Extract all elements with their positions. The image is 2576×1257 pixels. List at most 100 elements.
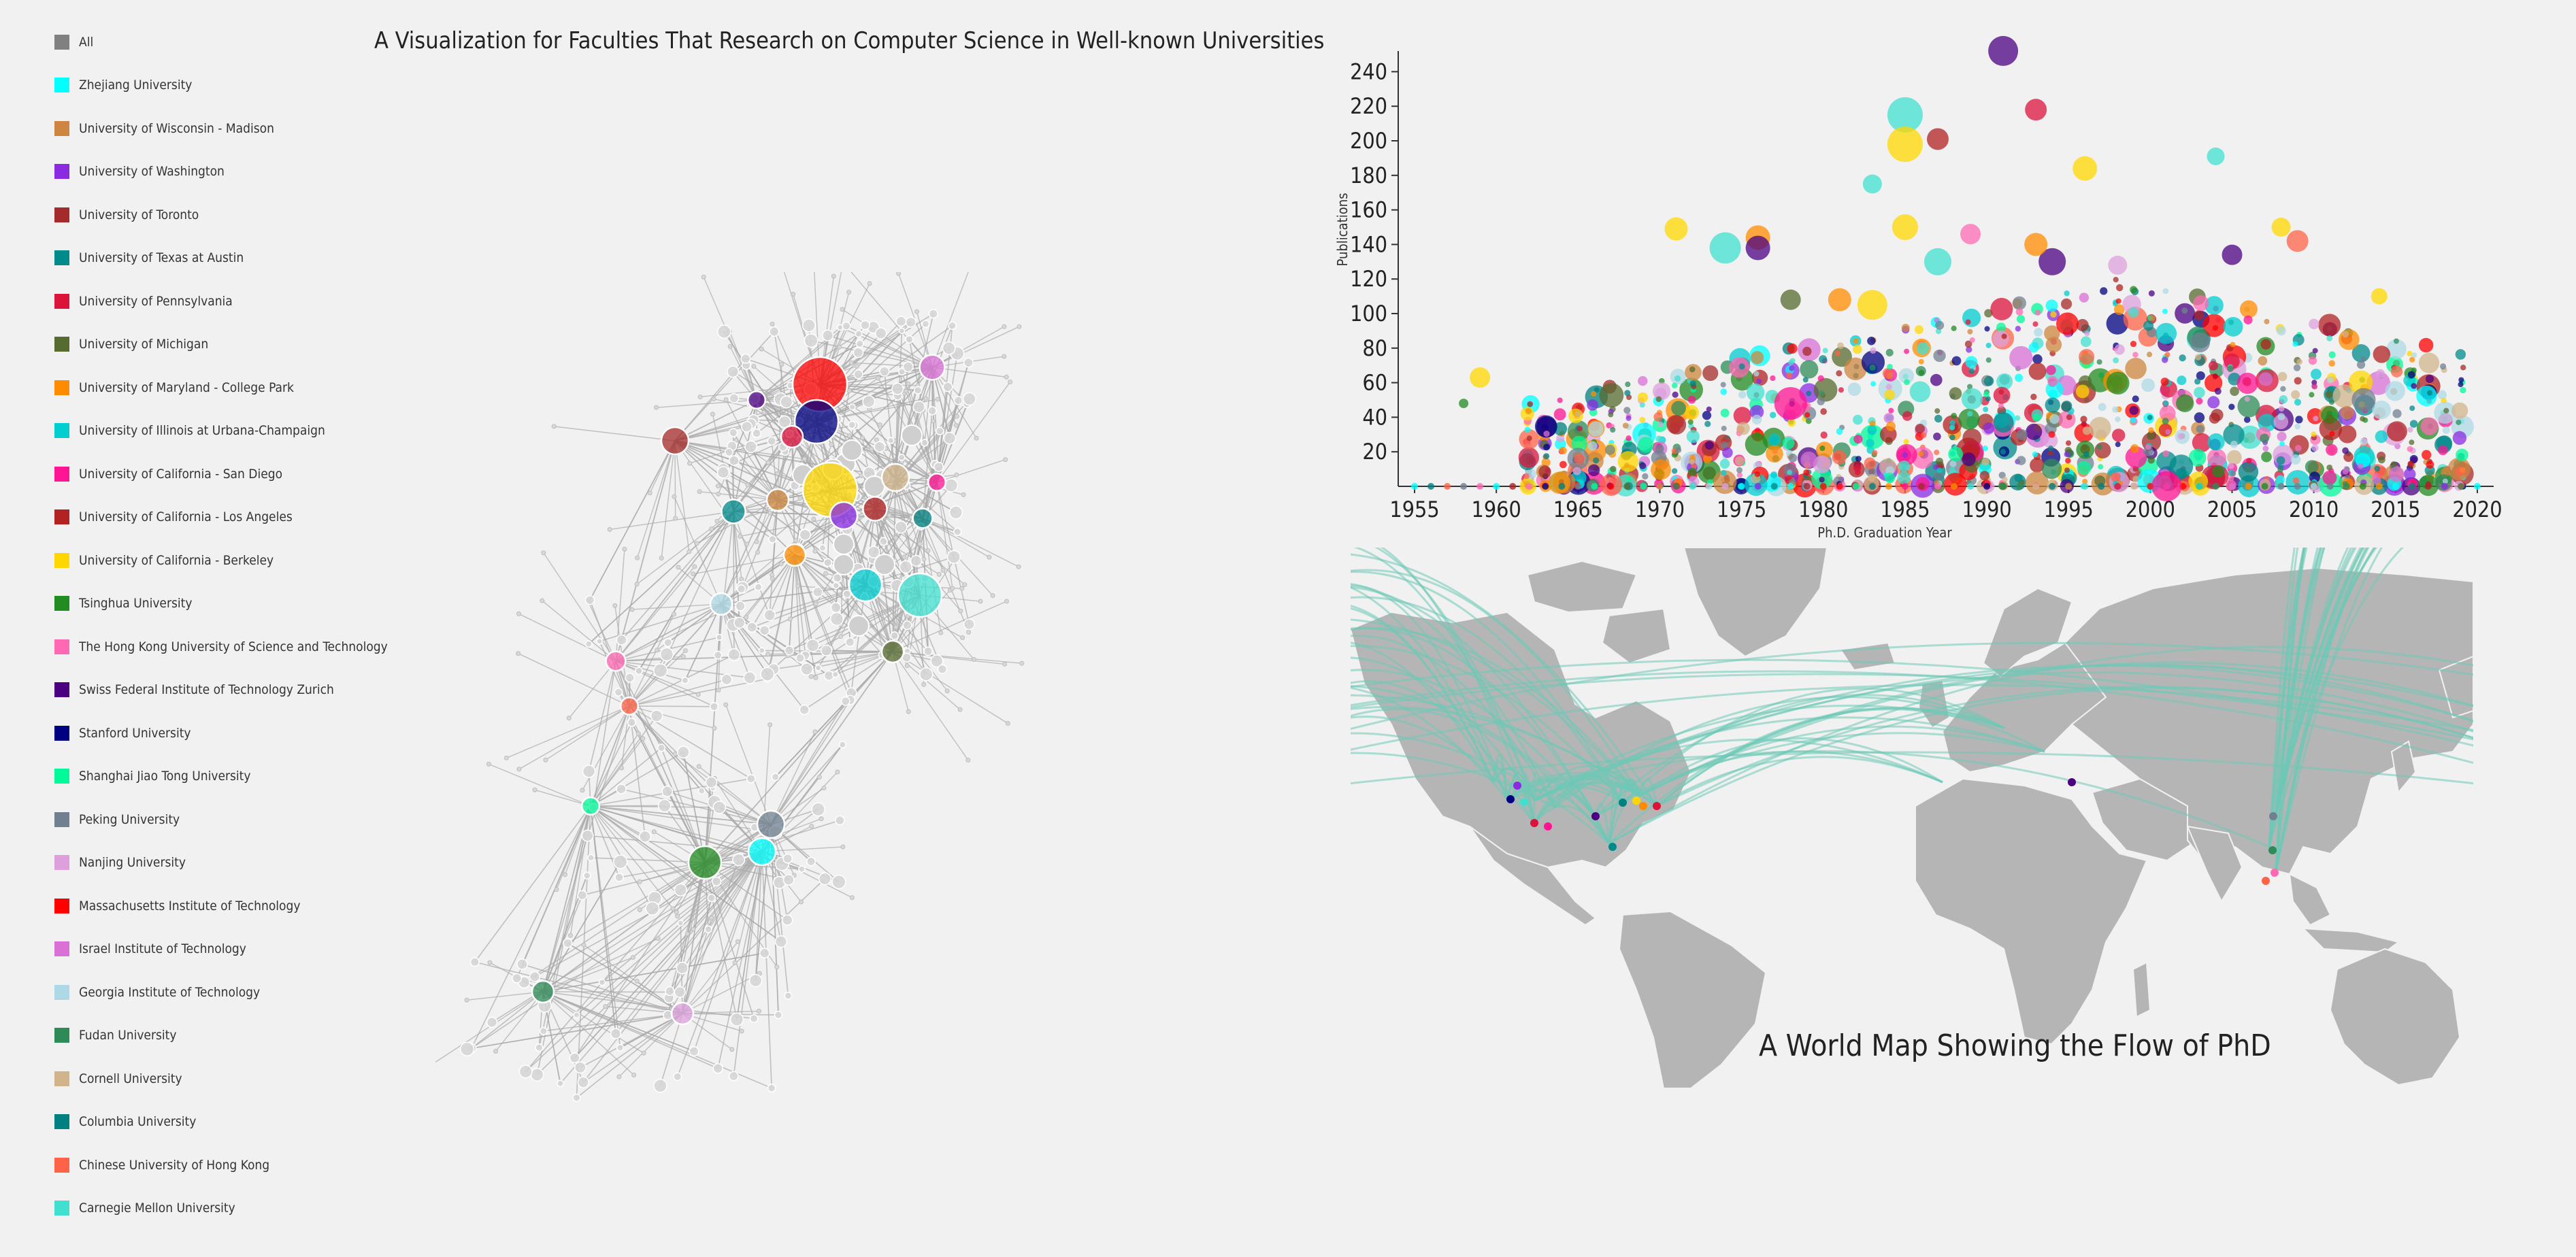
faculty-node — [848, 420, 857, 429]
legend-item[interactable]: Tsinghua University — [54, 582, 381, 626]
legend-item[interactable]: University of California - Los Angeles — [54, 496, 381, 539]
faculty-node — [782, 853, 793, 864]
legend-label: University of California - Los Angeles — [79, 509, 293, 525]
legend-item[interactable]: Peking University — [54, 798, 381, 841]
phd-flow-line — [2268, 548, 2324, 848]
legend-item[interactable]: The Hong Kong University of Science and … — [54, 625, 388, 669]
legend-item[interactable]: University of California - San Diego — [54, 452, 381, 496]
scatter-point — [2411, 383, 2417, 389]
network-hub-node — [780, 424, 804, 449]
scatter-point — [2066, 440, 2072, 446]
phd-flow-line — [1351, 684, 2473, 751]
faculty-node — [944, 478, 959, 492]
network-edge — [922, 399, 970, 519]
scatter-point — [2132, 395, 2139, 403]
faculty-node — [904, 663, 910, 669]
scatter-point — [2422, 450, 2432, 460]
scatter-point — [2147, 414, 2153, 420]
legend-item[interactable]: Swiss Federal Institute of Technology Zu… — [54, 669, 381, 712]
legend-item[interactable]: University of Toronto — [54, 193, 381, 237]
scatter-point — [2032, 483, 2040, 490]
scatter-point — [1885, 421, 1896, 431]
legend-item[interactable]: Zhejiang University — [54, 64, 381, 107]
y-tick-label: 240 — [1350, 58, 1387, 84]
legend-label: University of California - Berkeley — [79, 552, 274, 568]
faculty-node — [681, 676, 689, 684]
phd-flow-line — [1656, 756, 1943, 807]
network-edge — [590, 805, 674, 909]
faculty-node — [891, 382, 904, 395]
legend-item[interactable]: University of Wisconsin - Madison — [54, 107, 381, 150]
network-edge — [791, 436, 795, 556]
scatter-point — [1966, 346, 1972, 353]
faculty-node — [675, 914, 680, 919]
legend-item[interactable]: Cornell University — [54, 1057, 381, 1101]
network-edge — [542, 956, 633, 992]
legend-item[interactable]: Columbia University — [54, 1101, 381, 1144]
legend-item[interactable]: Shanghai Jiao Tong University — [54, 755, 381, 799]
scatter-point — [2292, 341, 2298, 347]
legend-item[interactable]: University of Illinois at Urbana-Champai… — [54, 409, 381, 453]
scatter-point — [1828, 288, 1851, 312]
legend-item[interactable]: University of Michigan — [54, 323, 381, 367]
scatter-point — [1822, 348, 1828, 354]
network-hub-node — [660, 426, 690, 456]
network-edge — [874, 508, 893, 652]
scatter-point — [2192, 433, 2211, 452]
faculty-node — [659, 556, 664, 561]
faculty-node — [739, 577, 744, 582]
legend-item[interactable]: Fudan University — [54, 1014, 381, 1058]
faculty-node — [830, 602, 842, 614]
scatter-point — [1687, 395, 1696, 404]
faculty-node — [1003, 457, 1008, 463]
legend-item[interactable]: University of Pennsylvania — [54, 280, 381, 323]
scatter-point — [2046, 365, 2056, 375]
scatter-point — [2371, 288, 2388, 305]
scatter-point — [2455, 466, 2466, 477]
faculty-node — [829, 611, 844, 626]
faculty-node — [905, 335, 914, 344]
legend-item[interactable]: University of Maryland - College Park — [54, 366, 381, 409]
faculty-node — [562, 872, 567, 877]
legend-label: The Hong Kong University of Science and … — [79, 639, 388, 654]
scatter-point — [2408, 483, 2415, 490]
faculty-node — [962, 582, 968, 588]
legend-item[interactable]: All — [54, 20, 381, 64]
scatter-point — [2049, 483, 2056, 490]
phd-flow-line — [1534, 664, 2473, 802]
faculty-node — [543, 757, 548, 762]
scatter-point — [2227, 365, 2234, 373]
faculty-node — [758, 647, 765, 654]
legend-item[interactable]: University of Washington — [54, 150, 381, 194]
legend-item[interactable]: Carnegie Mellon University — [54, 1187, 381, 1230]
legend-label: All — [79, 34, 94, 50]
legend-item[interactable]: Chinese University of Hong Kong — [54, 1143, 381, 1187]
network-edge — [770, 824, 789, 920]
legend-label: Columbia University — [79, 1114, 197, 1130]
legend-item[interactable]: Nanjing University — [54, 841, 381, 885]
scatter-point — [1819, 355, 1828, 364]
legend-item[interactable]: Israel Institute of Technology — [54, 928, 381, 971]
scatter-point — [2025, 99, 2047, 121]
scatter-point — [2442, 426, 2450, 434]
scatter-point — [2115, 416, 2121, 422]
legend-item[interactable]: Georgia Institute of Technology — [54, 971, 381, 1014]
faculty-node — [687, 549, 692, 554]
faculty-node — [798, 865, 806, 873]
scatter-point — [2437, 390, 2447, 400]
network-edge — [794, 554, 816, 678]
legend-item[interactable]: Massachusetts Institute of Technology — [54, 884, 381, 928]
scatter-point — [1768, 433, 1781, 446]
legend-item[interactable]: Stanford University — [54, 711, 381, 755]
scatter-point — [1901, 483, 1909, 490]
scatter-point — [2291, 390, 2300, 399]
faculty-node — [846, 290, 852, 295]
legend-item[interactable]: University of Texas at Austin — [54, 237, 381, 280]
faculty-node — [1017, 324, 1022, 329]
legend-item[interactable]: University of California - Berkeley — [54, 539, 381, 582]
faculty-node — [715, 633, 723, 641]
scatter-point — [2048, 431, 2055, 438]
scatter-point — [1866, 439, 1875, 448]
scatter-point — [2050, 311, 2057, 318]
faculty-node — [566, 716, 572, 721]
